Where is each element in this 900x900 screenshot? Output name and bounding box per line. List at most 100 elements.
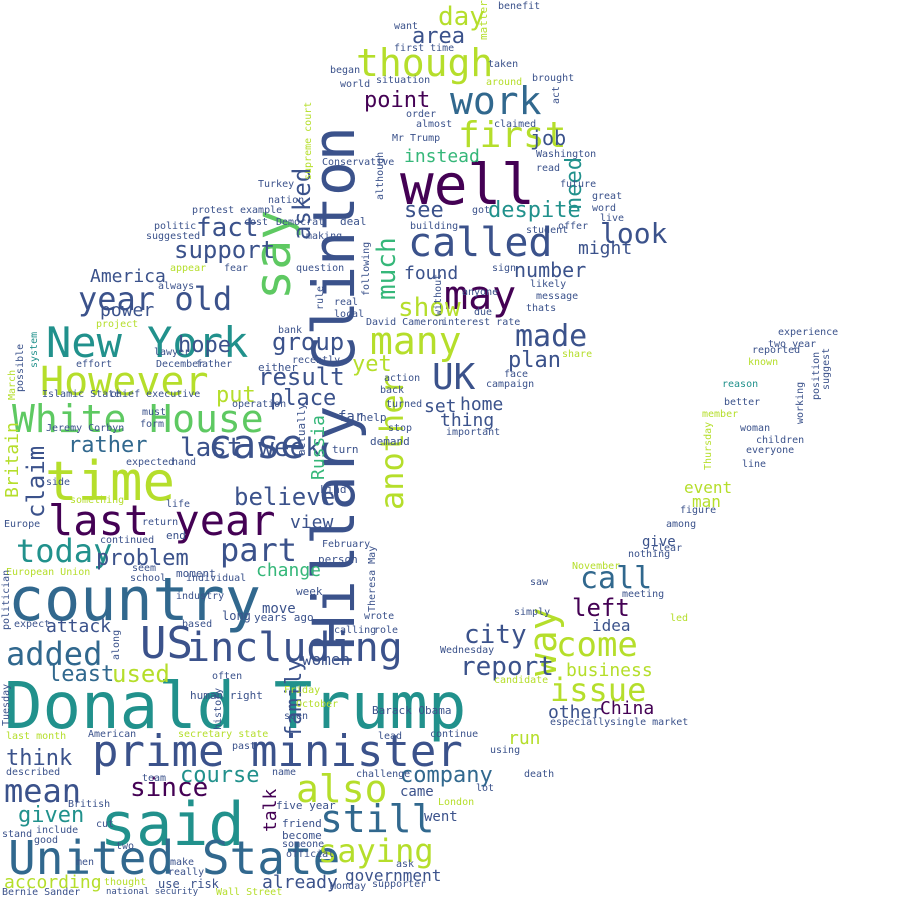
word-islamic-state: Islamic State: [42, 389, 121, 400]
word-man: man: [692, 492, 721, 511]
word-five-year: five year: [276, 799, 336, 812]
word-always: always: [158, 281, 195, 292]
word-day: day: [438, 2, 485, 32]
word-nothing: nothing: [628, 549, 671, 560]
word-job: job: [530, 126, 567, 150]
word-ask: ask: [396, 859, 415, 870]
word-hand: hand: [172, 457, 197, 468]
word-claim: claim: [22, 445, 50, 518]
word-thought: thought: [104, 877, 147, 888]
word-china: China: [600, 698, 655, 719]
word-turn: turn: [332, 443, 359, 456]
word-last-month: last month: [6, 731, 67, 742]
word-role: role: [374, 625, 399, 636]
word-often: often: [212, 671, 243, 682]
word-use: use: [158, 877, 180, 891]
word-prime-minister: prime minister: [92, 726, 463, 777]
word-live: live: [600, 213, 625, 224]
word-found: found: [404, 263, 459, 284]
word-used: used: [112, 660, 170, 688]
word-monday: Monday: [330, 881, 367, 892]
word-message: message: [536, 291, 579, 302]
word-bernie-sander: Bernie Sander: [2, 887, 81, 898]
word-look: look: [600, 217, 668, 250]
word-donald-trump: Donald Trump: [4, 670, 467, 744]
word-two: two: [116, 841, 135, 852]
word-father: father: [196, 359, 233, 370]
word-last-year: last year: [48, 496, 276, 545]
word-name: name: [272, 767, 297, 778]
word-stop: stop: [388, 423, 413, 434]
word-making: making: [306, 231, 343, 242]
word-either: either: [258, 361, 298, 374]
word-action: action: [384, 373, 421, 384]
word-life: life: [166, 499, 191, 510]
word-washington: Washington: [536, 149, 597, 160]
word-turned: turned: [386, 399, 423, 410]
word-chief-executive: chief executive: [110, 389, 201, 400]
word-report: report: [460, 652, 554, 682]
word-year-old: year old: [78, 280, 233, 318]
word-continue: continue: [430, 729, 479, 740]
word-put: put: [216, 383, 256, 408]
word-anyone: anyone: [462, 287, 499, 298]
word-however: However: [40, 359, 209, 405]
word-went: went: [424, 809, 458, 825]
word-still: still: [320, 797, 435, 841]
word-came: came: [400, 784, 434, 800]
word-group: group: [272, 328, 345, 356]
word-business: business: [566, 660, 653, 681]
word-reason: reason: [722, 379, 759, 390]
word-russia: Russia: [308, 414, 329, 480]
word-fear: fear: [224, 263, 249, 274]
word-local: local: [334, 309, 365, 320]
word-protest: protest: [192, 205, 235, 216]
word-think: think: [6, 746, 73, 771]
word-might: might: [578, 238, 633, 259]
word-stand: stand: [2, 829, 33, 840]
word-government: government: [345, 866, 442, 885]
word-politic: politic: [154, 221, 197, 232]
word-last-week: last week: [180, 433, 321, 463]
word-clear: clear: [652, 543, 683, 554]
word-member: member: [702, 409, 739, 420]
word-power: power: [100, 300, 155, 321]
word-led: led: [670, 613, 689, 624]
word-meeting: meeting: [622, 589, 665, 600]
word-run: run: [508, 728, 541, 749]
word-line: line: [742, 459, 767, 470]
word-time: time: [45, 450, 176, 513]
word-issue: issue: [550, 671, 647, 709]
word-sign: sign: [492, 263, 517, 274]
word-children: children: [756, 435, 805, 446]
word-idea: idea: [592, 616, 631, 635]
word-suggest: suggest: [821, 347, 832, 390]
word-barack-obama: Barack Obama: [372, 704, 452, 717]
word-show: show: [398, 293, 461, 323]
word-student: student: [526, 225, 569, 236]
word-hope: hope: [178, 333, 231, 358]
word-wall-street: Wall Street: [216, 887, 283, 898]
word-long: long: [222, 609, 251, 623]
word-first: first: [458, 115, 567, 156]
word-already: already: [262, 872, 338, 893]
word-result: result: [258, 363, 345, 391]
word-situation: situation: [376, 75, 431, 86]
word-jeremy-corbyn: Jeremy Corbyn: [46, 423, 125, 434]
word-added: added: [6, 635, 103, 673]
word-great: great: [592, 191, 623, 202]
word-especially: especially: [550, 717, 611, 728]
word-expected: expected: [126, 457, 175, 468]
word-school: school: [130, 573, 167, 584]
word-side: side: [46, 477, 71, 488]
word-got: got: [472, 205, 491, 216]
word-recently: recently: [292, 355, 341, 366]
word-march: March: [7, 369, 18, 400]
word-matter: matter: [477, 0, 490, 40]
word-simply: simply: [514, 607, 551, 618]
word-event: event: [684, 478, 733, 497]
word-effort: effort: [76, 359, 113, 370]
word-without: without: [433, 273, 444, 316]
word-campaign: campaign: [486, 379, 535, 390]
word-bank: bank: [278, 325, 303, 336]
